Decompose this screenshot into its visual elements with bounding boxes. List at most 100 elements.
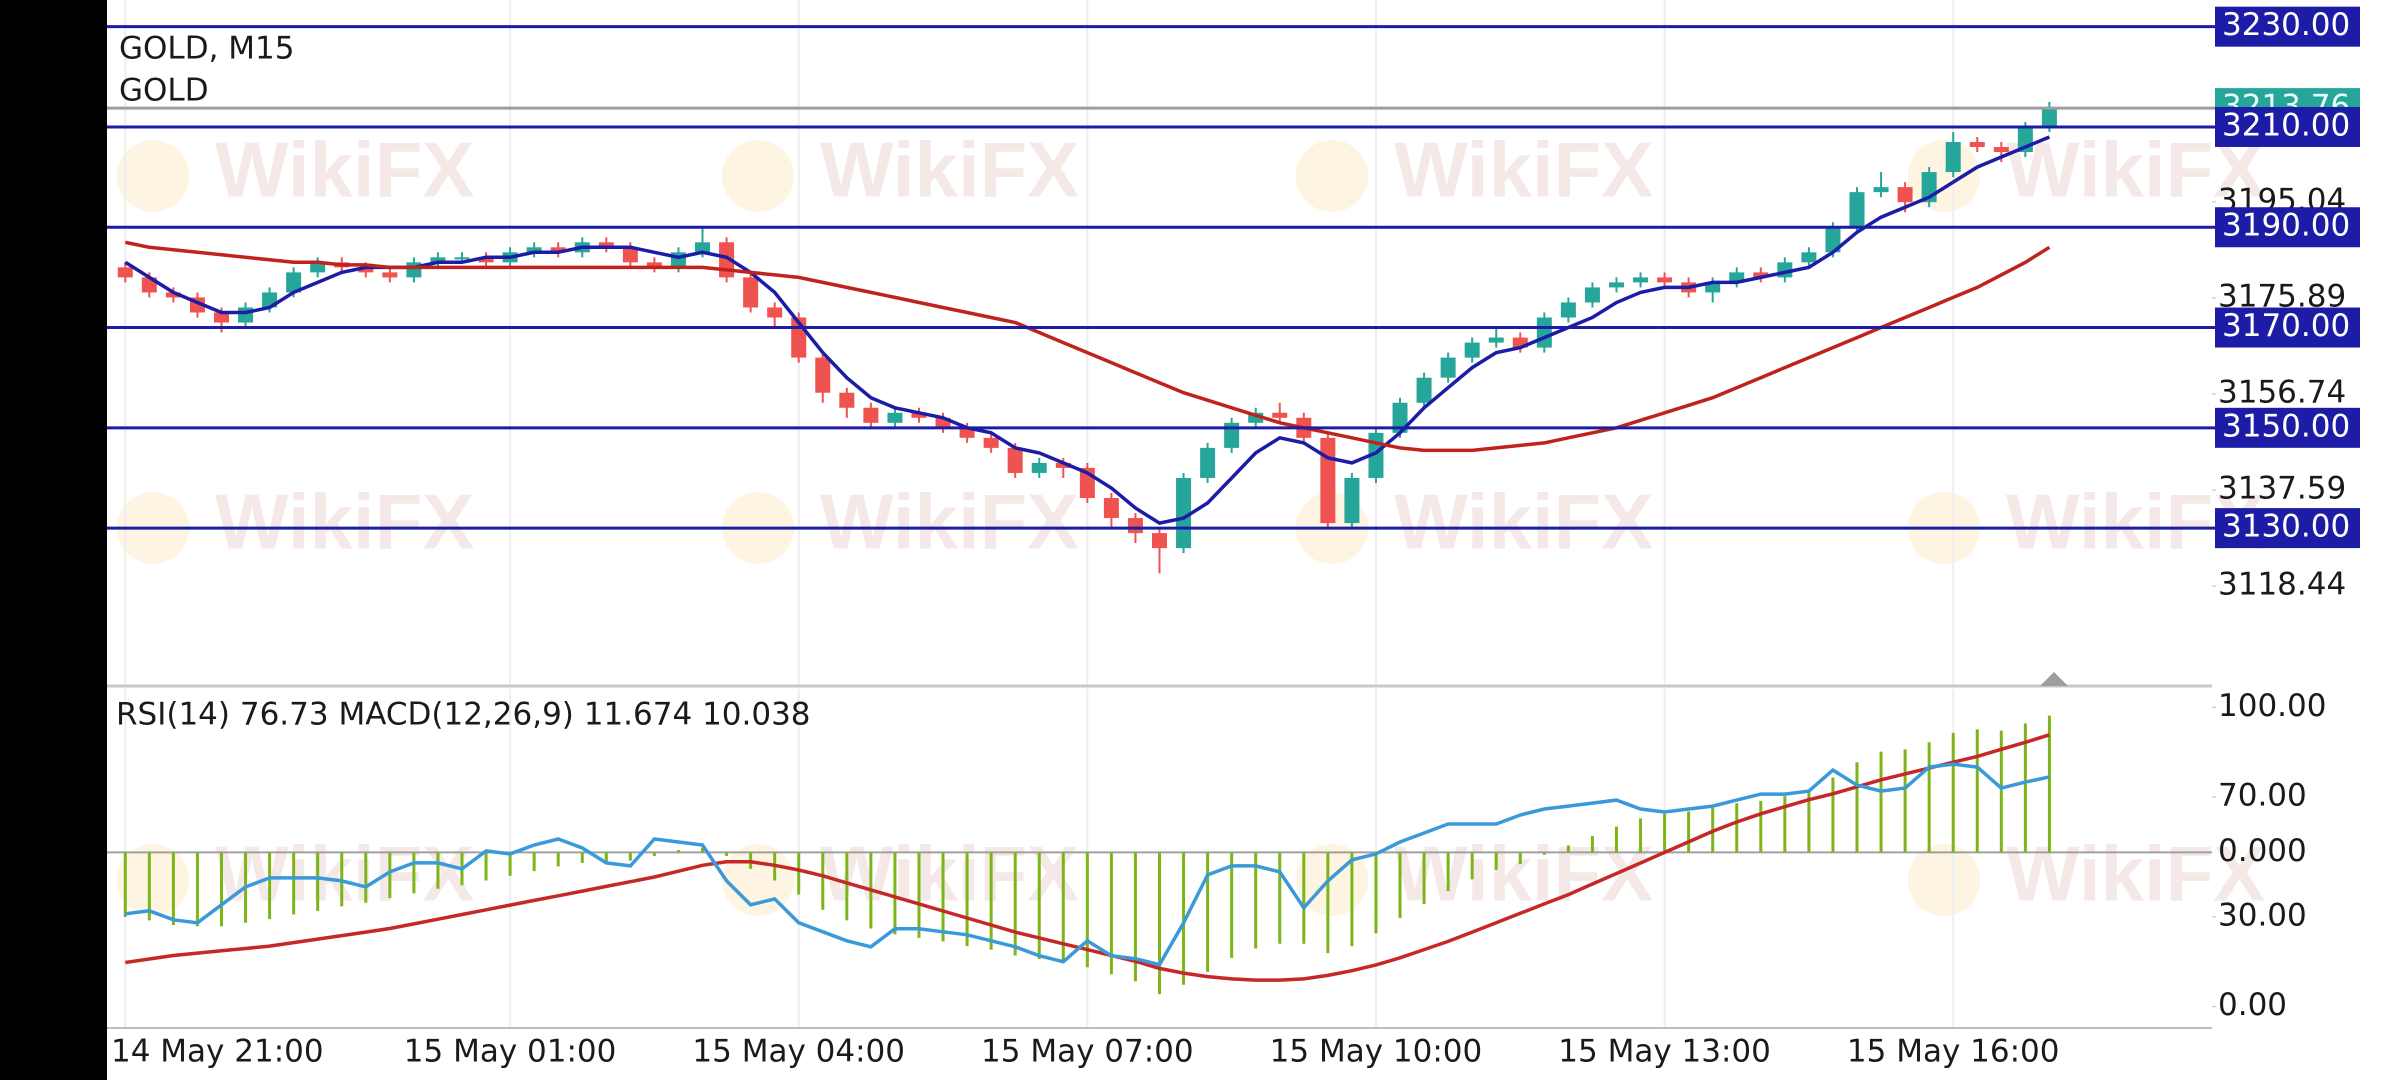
level-label: 3190.00 bbox=[2222, 208, 2350, 244]
candle-body bbox=[887, 412, 903, 423]
signal-line bbox=[125, 733, 2050, 982]
candle-body bbox=[430, 257, 446, 263]
candle-body bbox=[1560, 302, 1576, 318]
candle-body bbox=[213, 312, 229, 323]
watermark: WikiFX bbox=[1394, 126, 1653, 214]
watermark: WikiFX bbox=[215, 478, 474, 566]
candle-body bbox=[1272, 412, 1288, 418]
candle-body bbox=[1176, 477, 1192, 549]
watermark: WikiFX bbox=[1394, 478, 1653, 566]
moving-average bbox=[124, 135, 2051, 525]
candle-body bbox=[1633, 277, 1649, 283]
level-label: 3210.00 bbox=[2222, 107, 2350, 143]
y2-tick-label: 0.000 bbox=[2218, 833, 2307, 869]
level-box bbox=[2215, 508, 2360, 549]
watermark: WikiFX bbox=[215, 830, 474, 918]
watermark-logo bbox=[1296, 140, 1368, 212]
candle-body bbox=[165, 292, 181, 298]
indicator-title: RSI(14) 76.73 MACD(12,26,9) 11.674 10.03… bbox=[116, 697, 811, 733]
candle-body bbox=[117, 267, 133, 278]
candle-body bbox=[1536, 317, 1552, 348]
y-tick-label: 3156.74 bbox=[2218, 375, 2346, 411]
y-tick-label: 3118.44 bbox=[2218, 567, 2346, 603]
candle-body bbox=[1440, 357, 1456, 378]
level-box bbox=[2215, 106, 2360, 147]
candle-body bbox=[526, 247, 542, 253]
candle-body bbox=[1031, 462, 1047, 473]
candle-body bbox=[1344, 477, 1360, 524]
candle-body bbox=[935, 417, 951, 428]
price-panel bbox=[107, 0, 2360, 684]
indicator-panel bbox=[107, 689, 2212, 1028]
candle-body bbox=[358, 267, 374, 273]
level-box bbox=[2215, 6, 2360, 47]
candle-body bbox=[478, 257, 494, 263]
watermark: WikiFX bbox=[215, 126, 474, 214]
candle-body bbox=[2041, 108, 2057, 127]
candle-body bbox=[1873, 187, 1889, 193]
candle-body bbox=[1969, 142, 1985, 148]
candle-body bbox=[1753, 272, 1769, 278]
x-tick-label: 15 May 10:00 bbox=[1270, 1034, 1483, 1070]
candle-body bbox=[310, 262, 326, 273]
x-tick-label: 15 May 13:00 bbox=[1558, 1034, 1771, 1070]
level-label: 3170.00 bbox=[2222, 308, 2350, 344]
candle-body bbox=[695, 242, 711, 253]
y-tick-label: 70.00 bbox=[2218, 778, 2307, 814]
candle-body bbox=[815, 357, 831, 393]
candle-body bbox=[1127, 518, 1143, 534]
candle-body bbox=[1055, 462, 1071, 468]
y-tick-label: 0.00 bbox=[2218, 987, 2287, 1023]
candle-body bbox=[863, 407, 879, 423]
candle-body bbox=[1608, 282, 1624, 288]
candle-body bbox=[1993, 147, 2009, 153]
level-label: 3230.00 bbox=[2222, 7, 2350, 43]
candle-body bbox=[1729, 272, 1745, 283]
watermark-logo bbox=[722, 140, 794, 212]
watermarks: WikiFX WikiFX WikiFX WikiFX WikiFX WikiFX Wiki… bbox=[117, 126, 2265, 918]
candle-body bbox=[1416, 377, 1432, 403]
candle-body bbox=[1584, 287, 1600, 303]
candle-body bbox=[983, 437, 999, 448]
candle-body bbox=[646, 262, 662, 268]
watermark: WikiFX bbox=[820, 830, 1079, 918]
candle-body bbox=[1512, 337, 1528, 348]
candle-body bbox=[286, 272, 302, 293]
level-label: 3150.00 bbox=[2222, 408, 2350, 444]
candle-body bbox=[1825, 227, 1841, 253]
rsi-line bbox=[125, 762, 2050, 967]
candle-body bbox=[1248, 412, 1264, 423]
left-edge bbox=[0, 0, 107, 1080]
watermark: WikiFX bbox=[820, 478, 1079, 566]
x-tick-label: 15 May 16:00 bbox=[1847, 1034, 2060, 1070]
x-tick-label: 15 May 07:00 bbox=[981, 1034, 1194, 1070]
moving-average bbox=[124, 240, 2051, 453]
x-tick-label: 14 May 21:00 bbox=[111, 1034, 324, 1070]
candle-body bbox=[743, 277, 759, 308]
candle-body bbox=[1849, 192, 1865, 228]
labels: 3118.443137.593156.743175.893195.043213.… bbox=[111, 6, 2360, 1070]
watermark: WikiFX bbox=[1394, 830, 1653, 918]
candle-body bbox=[1103, 498, 1119, 519]
y-tick-label: 100.00 bbox=[2218, 688, 2326, 724]
candle-body bbox=[1801, 252, 1817, 263]
symbol-subtitle: GOLD bbox=[119, 73, 209, 109]
candle-body bbox=[622, 247, 638, 263]
panel-resize-handle[interactable] bbox=[2040, 672, 2068, 686]
candle-body bbox=[1392, 402, 1408, 433]
candle-body bbox=[1945, 142, 1961, 173]
level-box bbox=[2215, 407, 2360, 448]
candle-body bbox=[1464, 342, 1480, 358]
watermark-logo bbox=[117, 140, 189, 212]
candle-body bbox=[1488, 337, 1504, 343]
watermark-logo bbox=[117, 844, 189, 916]
candle-body bbox=[1320, 437, 1336, 524]
candle-body bbox=[454, 257, 470, 260]
x-tick-label: 15 May 04:00 bbox=[692, 1034, 905, 1070]
level-box bbox=[2215, 207, 2360, 248]
candle-body bbox=[959, 427, 975, 438]
level-box bbox=[2215, 307, 2360, 348]
